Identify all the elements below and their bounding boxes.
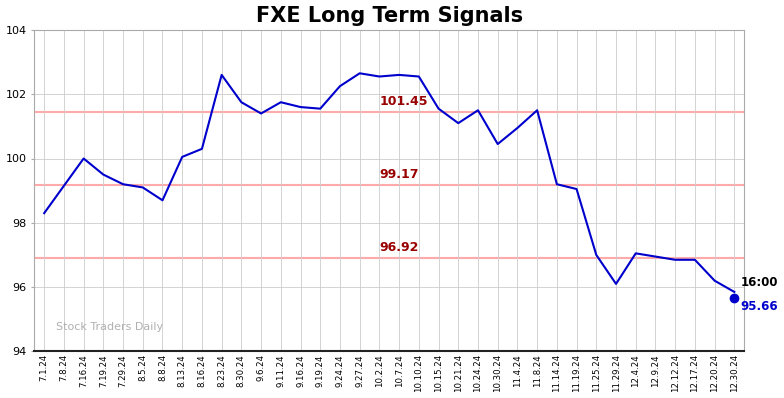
Text: 96.92: 96.92 — [379, 241, 419, 254]
Text: 95.66: 95.66 — [740, 300, 778, 313]
Title: FXE Long Term Signals: FXE Long Term Signals — [256, 6, 523, 25]
Text: 16:00: 16:00 — [740, 276, 778, 289]
Text: Stock Traders Daily: Stock Traders Daily — [56, 322, 163, 332]
Text: 101.45: 101.45 — [379, 95, 428, 108]
Text: 99.17: 99.17 — [379, 168, 419, 181]
